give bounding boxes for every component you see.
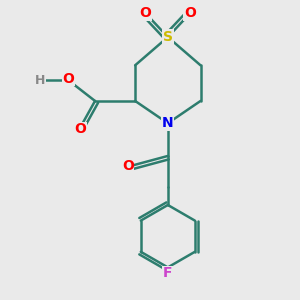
- Text: O: O: [74, 122, 86, 136]
- Text: N: N: [162, 116, 174, 130]
- Text: O: O: [140, 6, 152, 20]
- Text: S: S: [163, 30, 173, 44]
- Text: O: O: [62, 72, 74, 86]
- Text: O: O: [122, 159, 134, 173]
- Text: H: H: [35, 74, 45, 87]
- Text: O: O: [184, 6, 196, 20]
- Text: F: F: [163, 266, 172, 280]
